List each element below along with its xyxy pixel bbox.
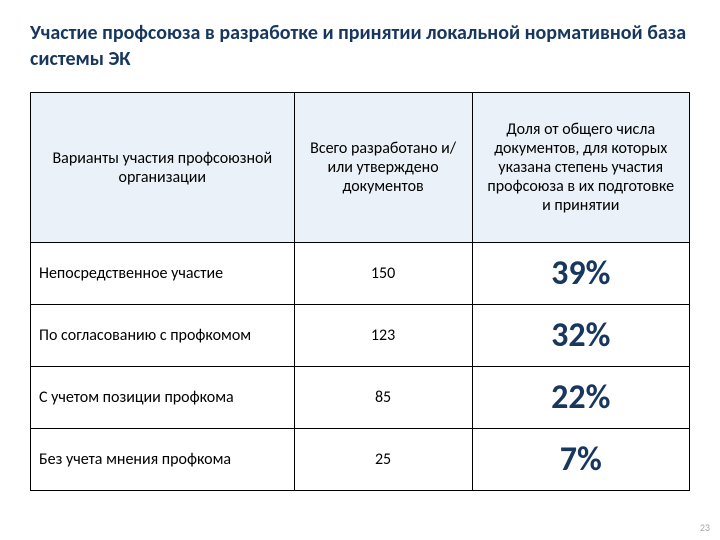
col-header-share: Доля от общего числа документов, для кот… <box>472 93 689 243</box>
table-row: Непосредственное участие 150 39% <box>31 243 690 305</box>
table-row: По согласованию с профкомом 123 32% <box>31 305 690 367</box>
pct-value: 32% <box>551 315 610 356</box>
row-count: 25 <box>294 429 472 491</box>
row-label: Непосредственное участие <box>31 243 295 305</box>
page-title: Участие профсоюза в разработке и приняти… <box>30 20 690 72</box>
row-label: С учетом позиции профкома <box>31 367 295 429</box>
table-row: С учетом позиции профкома 85 22% <box>31 367 690 429</box>
row-pct: 32% <box>472 305 689 367</box>
col-header-total: Всего разработано и/или утверждено докум… <box>294 93 472 243</box>
pct-value: 22% <box>551 377 610 418</box>
row-pct: 22% <box>472 367 689 429</box>
row-label: Без учета мнения профкома <box>31 429 295 491</box>
row-pct: 7% <box>472 429 689 491</box>
row-pct: 39% <box>472 243 689 305</box>
row-count: 123 <box>294 305 472 367</box>
row-count: 150 <box>294 243 472 305</box>
pct-value: 39% <box>551 253 610 294</box>
table-header-row: Варианты участия профсоюзной организации… <box>31 93 690 243</box>
table-row: Без учета мнения профкома 25 7% <box>31 429 690 491</box>
row-count: 85 <box>294 367 472 429</box>
pct-value: 7% <box>560 439 602 480</box>
col-header-variants: Варианты участия профсоюзной организации <box>31 93 295 243</box>
page-number: 23 <box>700 521 710 534</box>
participation-table: Варианты участия профсоюзной организации… <box>30 92 690 491</box>
row-label: По согласованию с профкомом <box>31 305 295 367</box>
